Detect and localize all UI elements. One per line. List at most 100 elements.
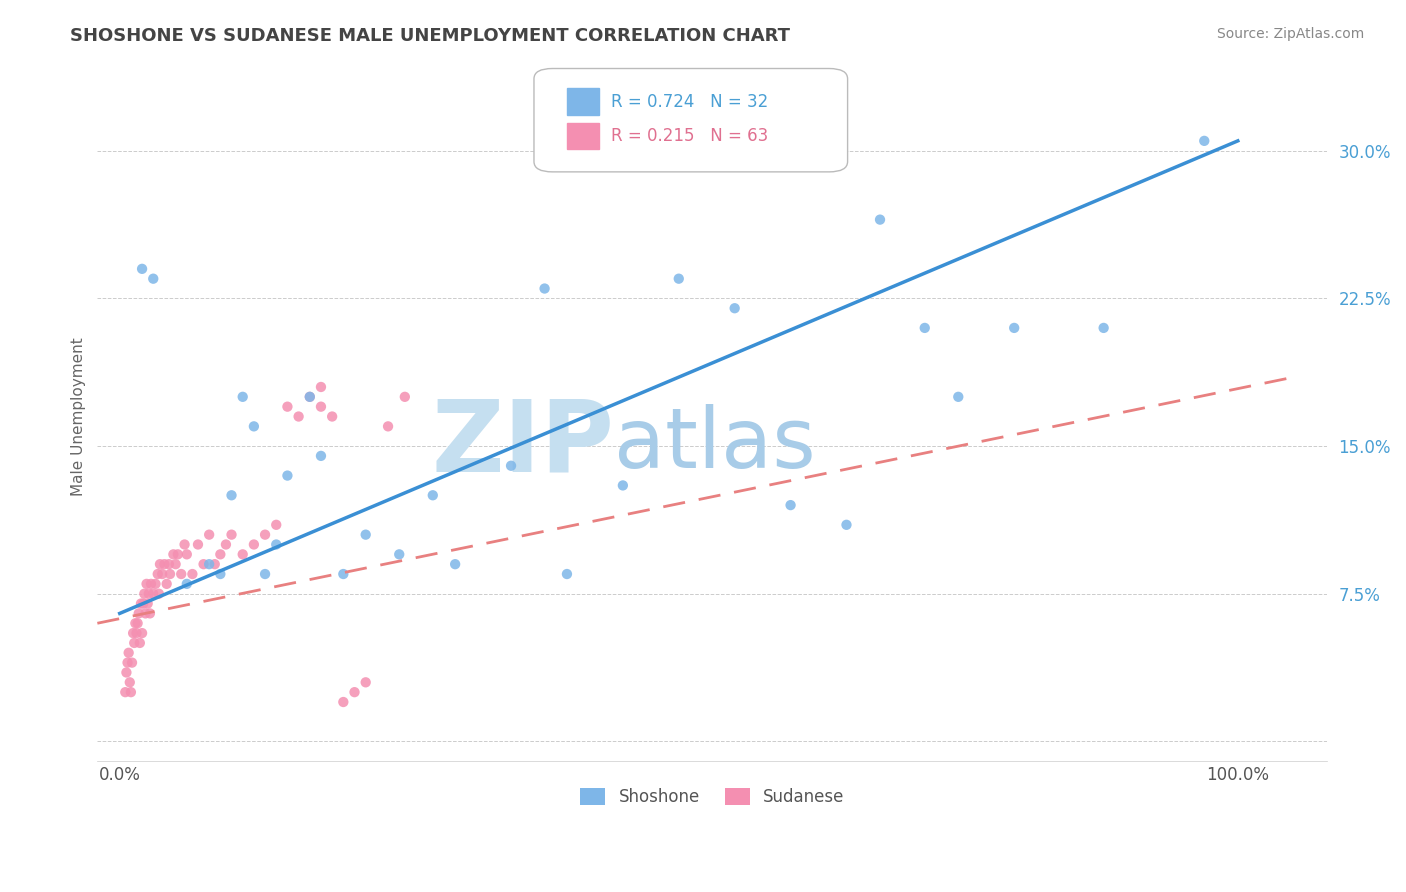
- Point: [388, 547, 411, 561]
- Point: [153, 557, 176, 571]
- Point: [377, 419, 399, 434]
- Text: R = 0.724   N = 32: R = 0.724 N = 32: [612, 93, 769, 111]
- Point: [209, 547, 232, 561]
- Point: [139, 577, 162, 591]
- Point: [298, 390, 321, 404]
- Point: [354, 527, 377, 541]
- Point: [142, 271, 165, 285]
- Point: [232, 547, 254, 561]
- Point: [254, 527, 277, 541]
- Point: [287, 409, 309, 424]
- Text: R = 0.215   N = 63: R = 0.215 N = 63: [612, 127, 769, 145]
- Point: [204, 557, 226, 571]
- Point: [142, 587, 165, 601]
- Point: [118, 646, 141, 660]
- Point: [157, 557, 180, 571]
- Point: [309, 449, 332, 463]
- Point: [122, 626, 145, 640]
- Point: [146, 567, 169, 582]
- FancyBboxPatch shape: [534, 69, 848, 172]
- Text: ZIP: ZIP: [432, 395, 614, 492]
- Bar: [567, 123, 599, 149]
- Point: [114, 685, 136, 699]
- Point: [1194, 134, 1216, 148]
- Point: [232, 390, 254, 404]
- Point: [128, 607, 150, 621]
- Point: [215, 537, 238, 551]
- Point: [128, 636, 150, 650]
- Point: [134, 607, 156, 621]
- Point: [156, 577, 179, 591]
- Point: [176, 577, 198, 591]
- Point: [332, 567, 354, 582]
- Point: [394, 390, 416, 404]
- Point: [276, 468, 298, 483]
- Point: [149, 557, 172, 571]
- Point: [117, 656, 139, 670]
- Point: [118, 675, 141, 690]
- Point: [354, 675, 377, 690]
- Point: [134, 587, 156, 601]
- Point: [869, 212, 891, 227]
- Point: [422, 488, 444, 502]
- Point: [1092, 321, 1115, 335]
- Text: Source: ZipAtlas.com: Source: ZipAtlas.com: [1216, 27, 1364, 41]
- Point: [309, 380, 332, 394]
- Point: [125, 626, 148, 640]
- Point: [264, 517, 287, 532]
- Bar: [567, 88, 599, 115]
- Point: [321, 409, 343, 424]
- Point: [198, 557, 221, 571]
- Point: [533, 281, 555, 295]
- Point: [131, 626, 153, 640]
- Point: [309, 400, 332, 414]
- Text: SHOSHONE VS SUDANESE MALE UNEMPLOYMENT CORRELATION CHART: SHOSHONE VS SUDANESE MALE UNEMPLOYMENT C…: [70, 27, 790, 45]
- Point: [162, 547, 184, 561]
- Point: [221, 527, 243, 541]
- Point: [193, 557, 215, 571]
- Point: [187, 537, 209, 551]
- Point: [148, 587, 170, 601]
- Point: [121, 656, 143, 670]
- Point: [135, 577, 157, 591]
- Point: [176, 547, 198, 561]
- Point: [499, 458, 522, 473]
- Point: [181, 567, 204, 582]
- Point: [120, 685, 142, 699]
- Legend: Shoshone, Sudanese: Shoshone, Sudanese: [572, 780, 853, 814]
- Point: [444, 557, 467, 571]
- Point: [198, 527, 221, 541]
- Point: [668, 271, 690, 285]
- Point: [131, 261, 153, 276]
- Point: [555, 567, 578, 582]
- Point: [139, 607, 162, 621]
- Point: [948, 390, 970, 404]
- Text: atlas: atlas: [614, 403, 815, 484]
- Point: [122, 636, 145, 650]
- Point: [724, 301, 747, 316]
- Point: [124, 616, 146, 631]
- Point: [209, 567, 232, 582]
- Point: [132, 597, 155, 611]
- Point: [276, 400, 298, 414]
- Point: [254, 567, 277, 582]
- Point: [150, 567, 173, 582]
- Point: [159, 567, 181, 582]
- Point: [1002, 321, 1025, 335]
- Point: [129, 597, 152, 611]
- Point: [243, 419, 266, 434]
- Point: [145, 577, 167, 591]
- Point: [221, 488, 243, 502]
- Point: [127, 616, 149, 631]
- Point: [138, 587, 160, 601]
- Point: [332, 695, 354, 709]
- Point: [115, 665, 138, 680]
- Point: [165, 557, 187, 571]
- Point: [136, 597, 159, 611]
- Y-axis label: Male Unemployment: Male Unemployment: [72, 337, 86, 496]
- Point: [243, 537, 266, 551]
- Point: [170, 567, 193, 582]
- Point: [914, 321, 936, 335]
- Point: [612, 478, 634, 492]
- Point: [343, 685, 366, 699]
